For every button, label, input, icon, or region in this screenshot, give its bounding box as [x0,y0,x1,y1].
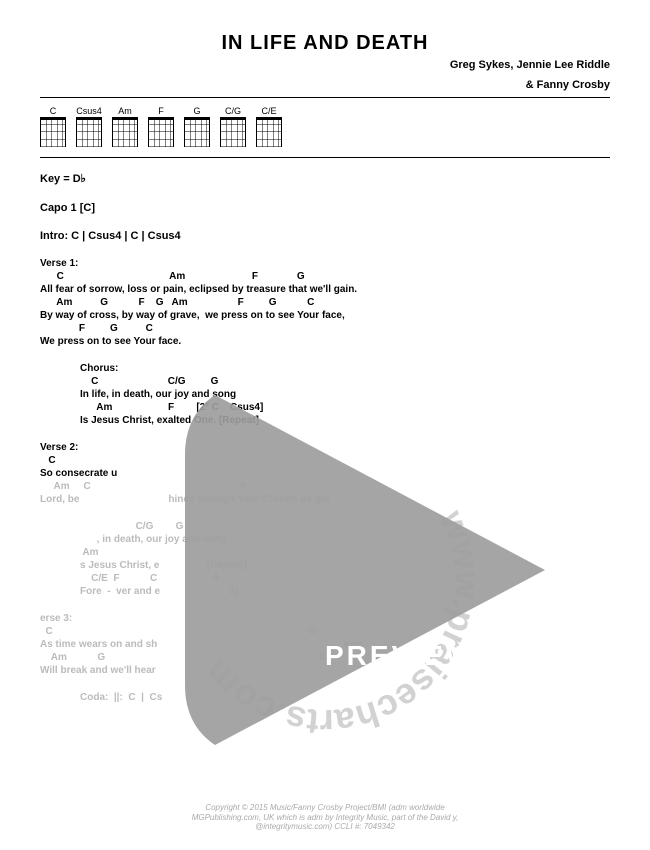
fretboard-icon [112,117,138,147]
chorus: Chorus: C C/G G In life, in death, our j… [80,362,610,427]
chord-line: C G [40,625,610,638]
chord-diagram: C [40,106,66,148]
lyric-line: We press on to see Your face. [40,335,610,348]
key-label: Key = D♭ [40,172,610,186]
coda-line: Coda: ||: C | Cs [80,691,610,704]
fretboard-icon [184,117,210,147]
chord-line: F G C [40,322,610,335]
chord-line: C C/G G [80,375,610,388]
capo-label: Capo 1 [C] [40,201,610,215]
divider-top [40,97,610,98]
chord-line: C Am F G [40,270,610,283]
coda: Coda: ||: C | Cs [80,691,610,704]
chord-diagram-row: C Csus4 Am F G C/G C/E [40,106,610,148]
fretboard-icon [256,117,282,147]
section-label: Verse 2: [40,441,610,454]
chord-line: C/G G [80,520,610,533]
lyric-line: Is Jesus Christ, exalted One. [Repeat] [80,414,610,427]
authors-line-1: Greg Sykes, Jennie Lee Riddle [40,58,610,72]
copyright-footer: Copyright © 2015 Music/Fanny Crosby Proj… [40,803,610,832]
fretboard-icon [148,117,174,147]
lyric-line: By way of cross, by way of grave, we pre… [40,309,610,322]
lyric-line: So consecrate u [40,467,610,480]
lyric-line: s Jesus Christ, e [Repeat] [80,559,610,572]
intro-label: Intro: C | Csus4 | C | Csus4 [40,229,610,243]
fretboard-icon [76,117,102,147]
chord-line: Am [80,546,610,559]
verse-1: Verse 1: C Am F G All fear of sorrow, lo… [40,257,610,348]
authors-line-2: & Fanny Crosby [40,78,610,92]
fretboard-icon [40,117,66,147]
lyric-line: As time wears on and sh awn [40,638,610,651]
chord-sheet-page: IN LIFE AND DEATH Greg Sykes, Jennie Lee… [0,0,650,738]
chord-diagram: Am [112,106,138,148]
chord-line: Am C F [40,480,610,493]
lyric-line: , in death, our joy and song [80,533,610,546]
lyric-line: Lord, be hines through Your Church be gl… [40,493,610,506]
chord-label: Csus4 [76,106,102,118]
chord-line: Am F [2º C Csus4] [80,401,610,414]
chord-diagram: C/E [256,106,282,148]
copyright-line: MGPublishing.com, UK which is adm by Int… [192,813,459,822]
chord-line: Am G C [40,651,610,664]
verse-2: Verse 2: C So consecrate u Am C F Lord, … [40,441,610,506]
chord-diagram: C/G [220,106,246,148]
chord-diagram: G [184,106,210,148]
chorus-2: C/G G , in death, our joy and song Am s … [80,520,610,598]
section-label: erse 3: [40,612,610,625]
copyright-line: Copyright © 2015 Music/Fanny Crosby Proj… [205,803,444,812]
copyright-line: @integritymusic.com) CCLI #: 7049342 [255,822,395,831]
chord-label: C/E [261,106,276,118]
chord-label: C [50,106,57,118]
verse-3: erse 3: C G As time wears on and sh [40,612,610,677]
song-title: IN LIFE AND DEATH [40,30,610,56]
section-label: Verse 1: [40,257,610,270]
chord-label: F [158,106,164,118]
chord-label: Am [118,106,132,118]
chord-label: G [193,106,200,118]
chord-diagram: Csus4 [76,106,102,148]
divider-mid [40,157,610,158]
chord-diagram: F [148,106,174,148]
chord-label: C/G [225,106,241,118]
chord-line: C [40,454,610,467]
chord-line: Am G F G Am F G C [40,296,610,309]
lyric-line: Will break and we'll hear [40,664,610,677]
lyric-line: Fore - ver and e 3] [80,585,610,598]
chord-line: C/E F C 4 [80,572,610,585]
section-label: Chorus: [80,362,610,375]
fretboard-icon [220,117,246,147]
lyric-line: In life, in death, our joy and song [80,388,610,401]
lyric-line: All fear of sorrow, loss or pain, eclips… [40,283,610,296]
